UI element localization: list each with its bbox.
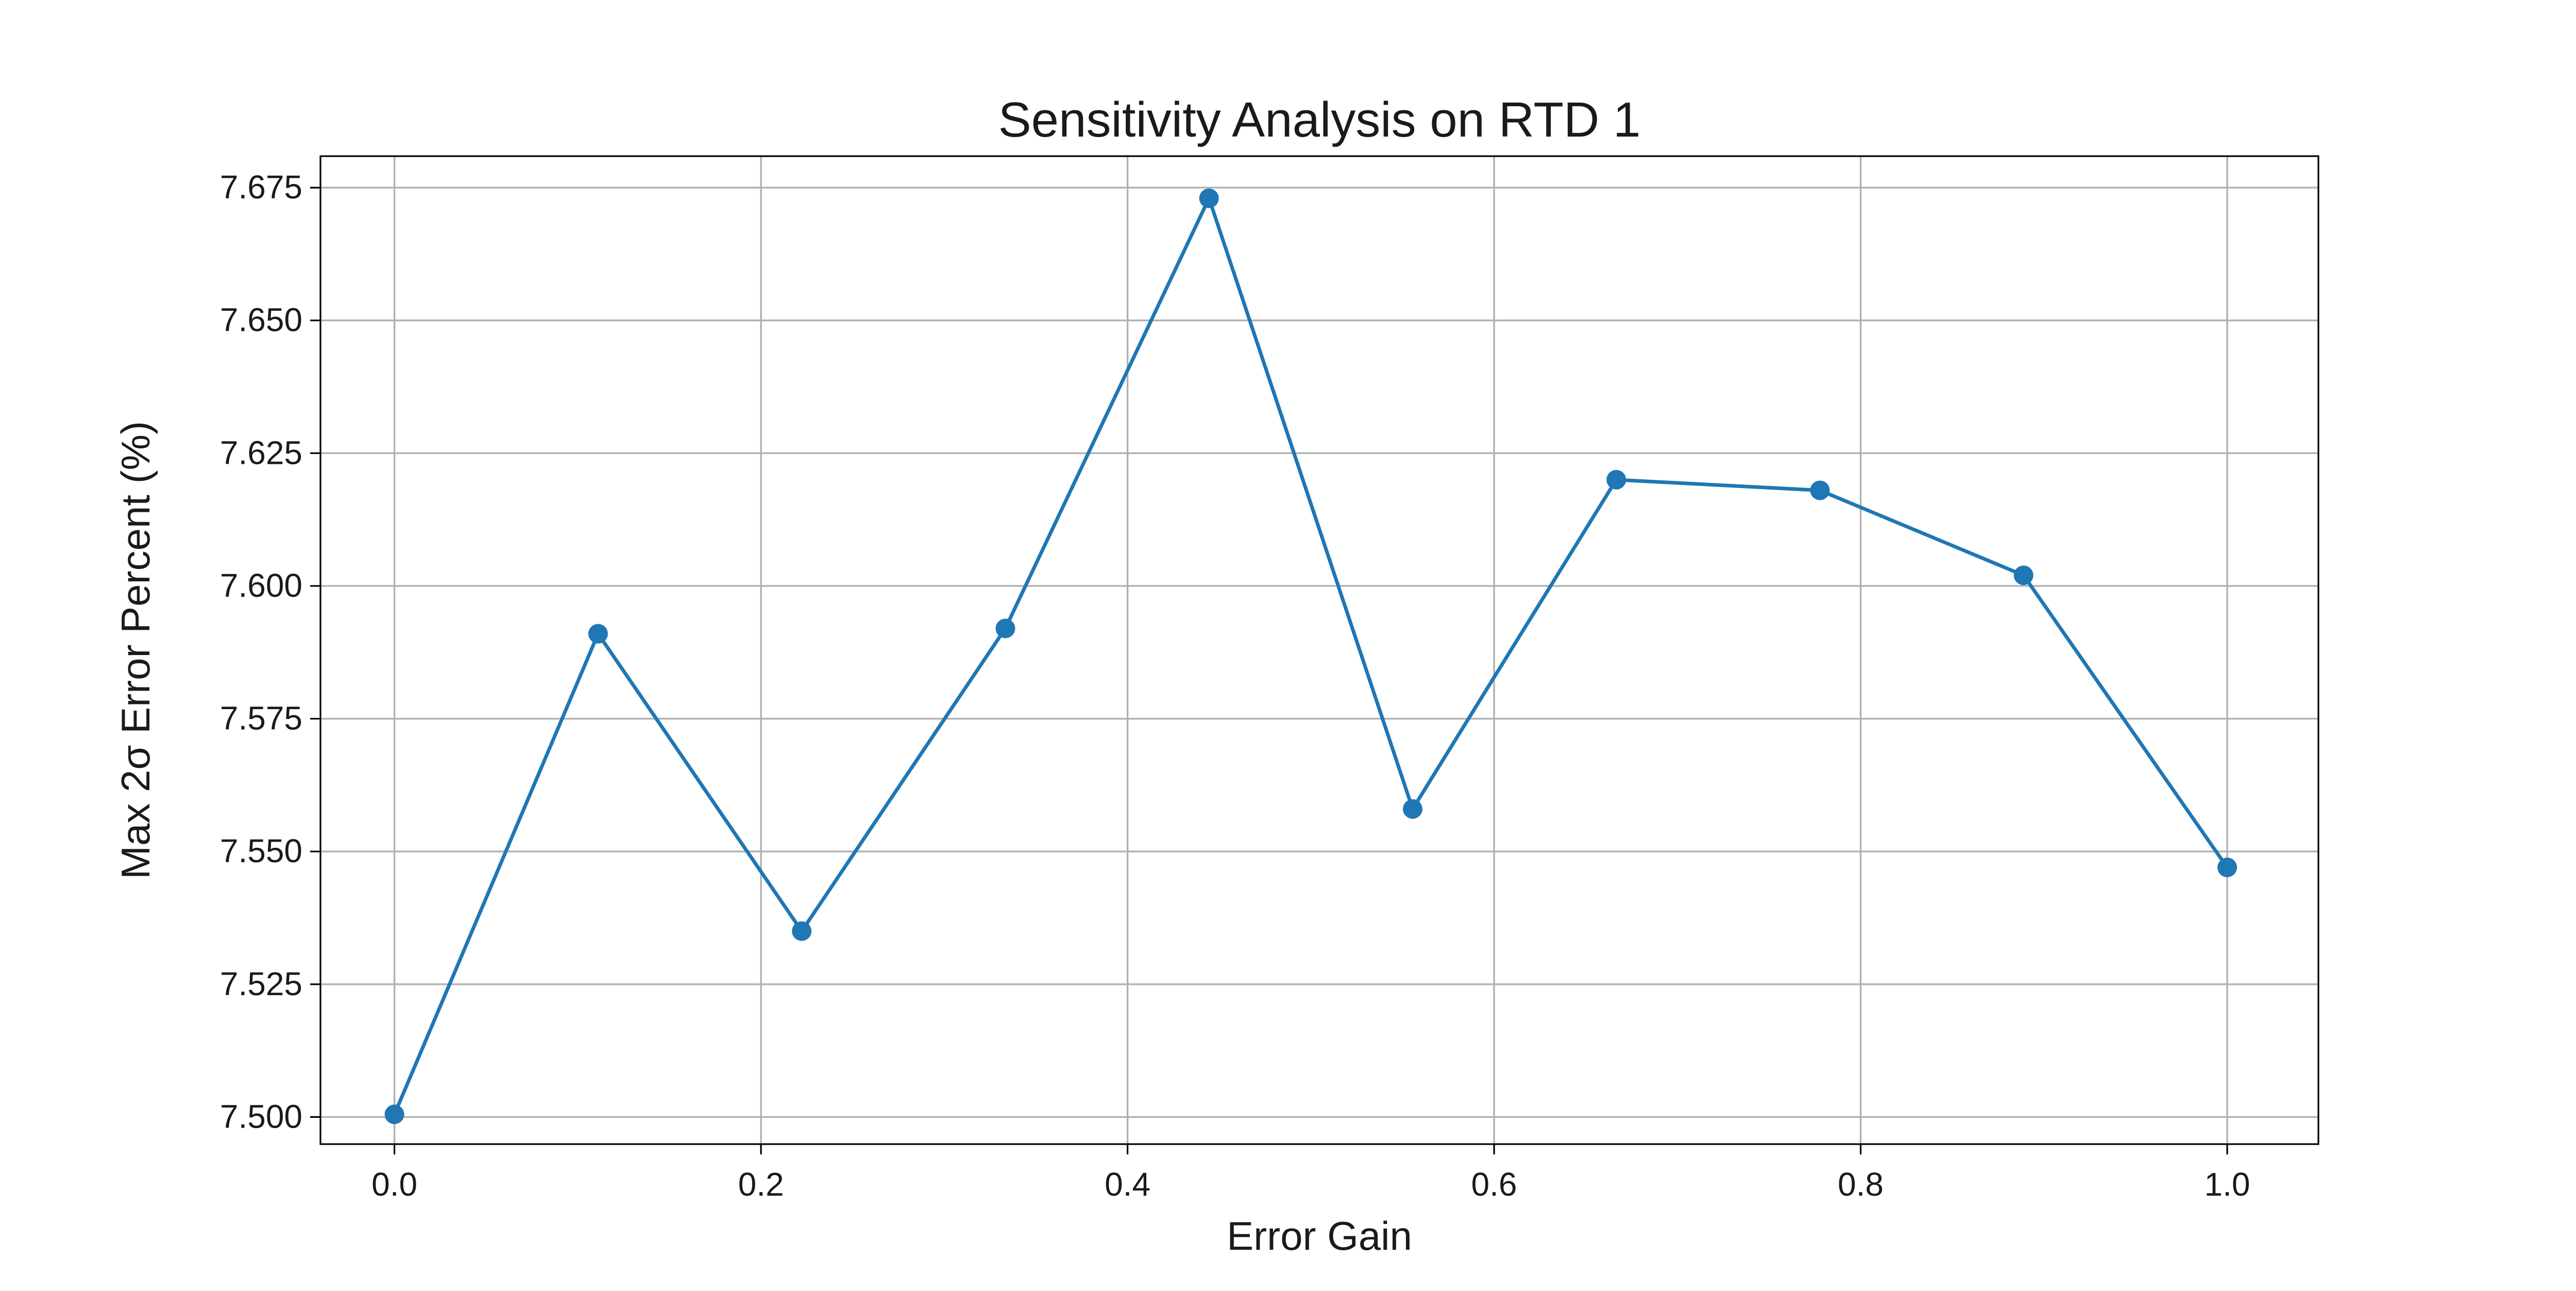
svg-text:0.8: 0.8 <box>1838 1166 1884 1203</box>
svg-text:1.0: 1.0 <box>2205 1166 2250 1203</box>
svg-text:0.6: 0.6 <box>1471 1166 1517 1203</box>
svg-text:7.675: 7.675 <box>220 169 302 206</box>
svg-text:0.0: 0.0 <box>371 1166 417 1203</box>
svg-text:Sensitivity Analysis on RTD 1: Sensitivity Analysis on RTD 1 <box>998 92 1641 147</box>
svg-text:0.4: 0.4 <box>1105 1166 1150 1203</box>
svg-text:7.525: 7.525 <box>220 965 302 1002</box>
svg-text:7.625: 7.625 <box>220 434 302 471</box>
svg-text:7.550: 7.550 <box>220 832 302 869</box>
svg-text:7.650: 7.650 <box>220 301 302 339</box>
svg-text:7.500: 7.500 <box>220 1098 302 1135</box>
svg-text:Max 2σ Error Percent (%): Max 2σ Error Percent (%) <box>113 421 158 879</box>
svg-text:0.2: 0.2 <box>738 1166 784 1203</box>
svg-text:7.600: 7.600 <box>220 567 302 604</box>
svg-text:7.575: 7.575 <box>220 700 302 737</box>
svg-text:Error Gain: Error Gain <box>1227 1213 1412 1259</box>
